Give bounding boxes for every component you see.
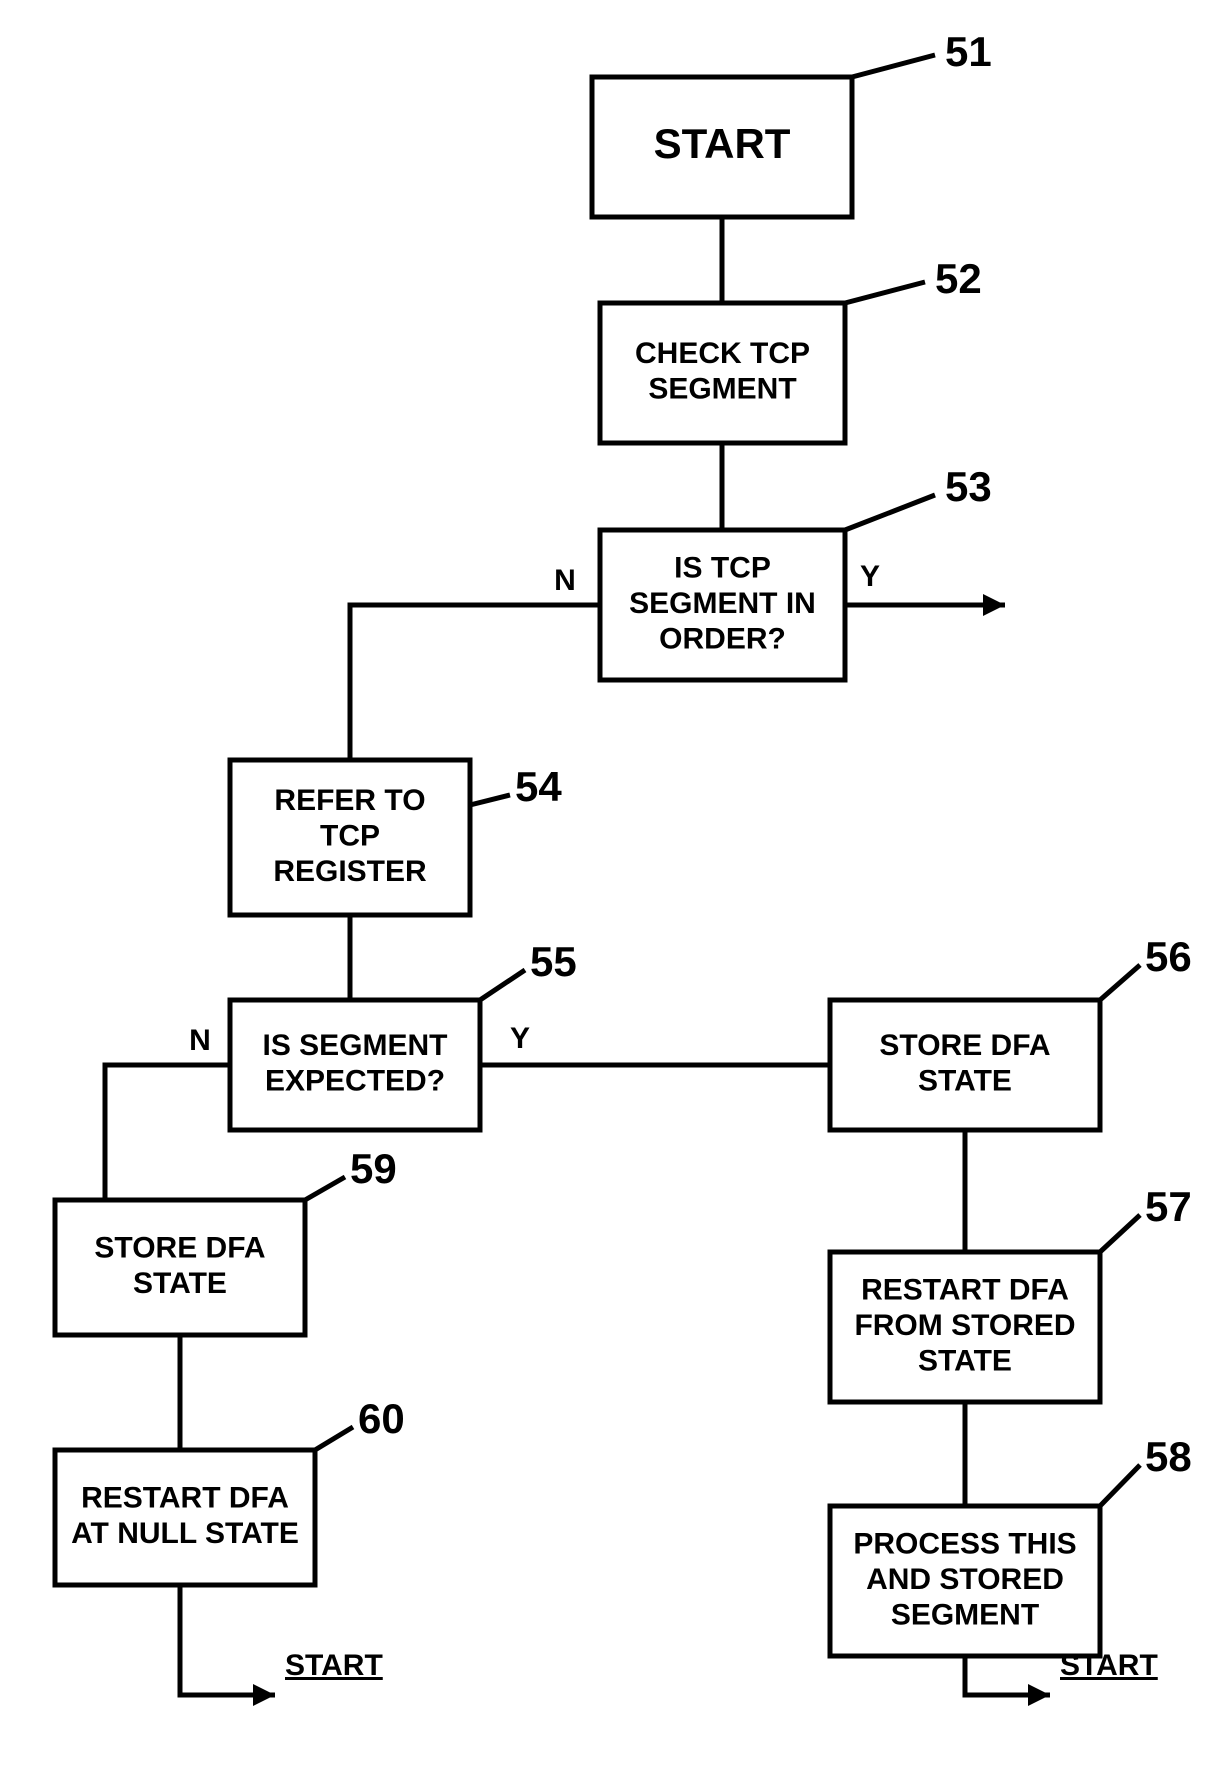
ref-leader	[852, 55, 935, 77]
edge-label: Y	[860, 560, 880, 593]
arrowhead-icon	[253, 1684, 275, 1706]
arrowhead-icon	[1028, 1684, 1050, 1706]
flow-node-label: RESTART DFA	[81, 1482, 289, 1515]
flow-node-label: SEGMENT	[648, 373, 796, 406]
ref-leader	[1100, 965, 1140, 1000]
ref-label: 53	[945, 463, 992, 510]
flow-node-label: IS SEGMENT	[262, 1029, 447, 1062]
flow-node-label: AT NULL STATE	[71, 1517, 299, 1550]
edge-label: Y	[510, 1022, 530, 1055]
flow-node-label: REFER TO	[274, 784, 425, 817]
ref-leader	[315, 1427, 353, 1450]
ref-label: 60	[358, 1395, 405, 1442]
flow-node-label: STORE DFA	[879, 1029, 1050, 1062]
ref-label: 51	[945, 28, 992, 75]
ref-leader	[845, 282, 925, 303]
flow-node-label: ORDER?	[659, 622, 786, 655]
ref-leader	[1100, 1215, 1140, 1252]
flow-node-label: AND STORED	[866, 1563, 1064, 1596]
ref-label: 57	[1145, 1183, 1192, 1230]
flow-edge	[105, 1065, 230, 1200]
flow-node-label: RESTART DFA	[861, 1274, 1069, 1307]
flow-node-label: STATE	[918, 1065, 1012, 1098]
arrowhead-icon	[983, 594, 1005, 616]
flow-node-label: SEGMENT	[891, 1598, 1039, 1631]
flow-edge	[180, 1585, 275, 1695]
ref-leader	[480, 970, 525, 1000]
edge-label: N	[189, 1024, 211, 1057]
edge-label: N	[554, 564, 576, 597]
flow-node-label: TCP	[320, 819, 380, 852]
ref-leader	[470, 795, 510, 805]
flow-node-label: EXPECTED?	[265, 1065, 445, 1098]
flow-node-label: FROM STORED	[854, 1309, 1075, 1342]
end-label: START	[285, 1649, 383, 1682]
ref-leader	[1100, 1465, 1140, 1506]
flow-node-label: PROCESS THIS	[853, 1528, 1076, 1561]
ref-label: 58	[1145, 1433, 1192, 1480]
flow-node-label: IS TCP	[674, 552, 771, 585]
flow-node-label: STATE	[918, 1344, 1012, 1377]
ref-label: 52	[935, 255, 982, 302]
flow-node-label: STATE	[133, 1267, 227, 1300]
flow-node-label: START	[654, 120, 791, 167]
ref-leader	[845, 495, 935, 530]
flow-node-label: REGISTER	[273, 855, 427, 888]
flow-node-label: CHECK TCP	[635, 337, 810, 370]
flow-node-label: STORE DFA	[94, 1232, 265, 1265]
ref-label: 56	[1145, 933, 1192, 980]
flow-edge	[350, 605, 600, 760]
ref-leader	[305, 1177, 345, 1200]
ref-label: 55	[530, 938, 577, 985]
ref-label: 54	[515, 763, 562, 810]
flow-node-label: SEGMENT IN	[629, 587, 816, 620]
ref-label: 59	[350, 1145, 397, 1192]
